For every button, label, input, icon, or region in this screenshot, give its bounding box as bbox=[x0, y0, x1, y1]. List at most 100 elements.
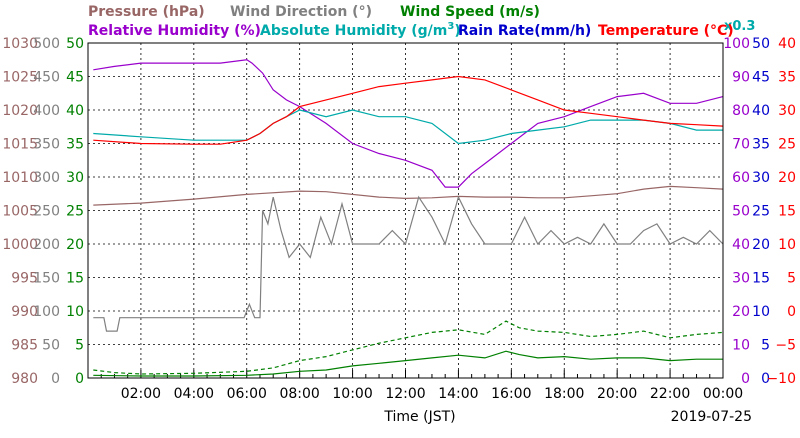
y-tick-label-rain: 50 bbox=[752, 36, 770, 52]
y-tick-label-wind_dir: 500 bbox=[33, 36, 60, 52]
y-tick-label-temp: 0 bbox=[787, 304, 796, 320]
x-tick-label: 16:00 bbox=[491, 386, 531, 402]
y-tick-label-pressure: 985 bbox=[11, 338, 38, 354]
y-tick-label-wind_dir: 100 bbox=[33, 304, 60, 320]
y-tick-label-rain: 30 bbox=[752, 170, 770, 186]
y-tick-label-pressure: 980 bbox=[11, 371, 38, 387]
y-tick-label-pressure: 1030 bbox=[2, 36, 38, 52]
y-tick-label-rain: 20 bbox=[752, 237, 770, 253]
y-tick-label-temp: 25 bbox=[778, 137, 796, 153]
y-tick-label-pressure: 1005 bbox=[2, 204, 38, 220]
y-tick-label-wind_speed: 25 bbox=[66, 204, 84, 220]
y-tick-label-temp: 5 bbox=[787, 271, 796, 287]
y-tick-label-pressure: 1015 bbox=[2, 137, 38, 153]
y-tick-label-temp: 20 bbox=[778, 170, 796, 186]
series-line-rh bbox=[93, 59, 724, 188]
x-tick-label: 00:00 bbox=[703, 386, 743, 402]
legend-ah: Absolute Humidity (g/m3) bbox=[260, 21, 461, 39]
y-tick-label-pressure: 1010 bbox=[2, 170, 38, 186]
x-tick-label: 06:00 bbox=[227, 386, 267, 402]
x-tick-label: 08:00 bbox=[279, 386, 319, 402]
y-tick-label-rh: 10 bbox=[732, 338, 750, 354]
y-tick-label-temp: 30 bbox=[778, 103, 796, 119]
series-line-wind_speed bbox=[93, 350, 723, 377]
series-line-wind_gust bbox=[93, 320, 724, 375]
y-tick-label-wind_dir: 450 bbox=[33, 70, 60, 86]
y-tick-label-wind_speed: 45 bbox=[66, 70, 84, 86]
y-tick-label-wind_speed: 40 bbox=[66, 103, 84, 119]
y-tick-label-pressure: 995 bbox=[11, 271, 38, 287]
y-tick-label-wind_dir: 300 bbox=[33, 170, 60, 186]
x-tick-label: 22:00 bbox=[650, 386, 690, 402]
y-tick-label-wind_dir: 400 bbox=[33, 103, 60, 119]
y-tick-label-rain: 10 bbox=[752, 304, 770, 320]
y-tick-label-rh: 60 bbox=[732, 170, 750, 186]
y-tick-label-rh: 70 bbox=[732, 137, 750, 153]
y-tick-label-rh: 50 bbox=[732, 204, 750, 220]
y-tick-label-wind_speed: 15 bbox=[66, 271, 84, 287]
y-tick-label-pressure: 1000 bbox=[2, 237, 38, 253]
x-tick-label: 04:00 bbox=[174, 386, 214, 402]
y-tick-label-rh: 40 bbox=[732, 237, 750, 253]
legend-rain: Rain Rate(mm/h) bbox=[458, 23, 591, 39]
legend: Pressure (hPa) Wind Direction (°) Wind Spe… bbox=[88, 4, 755, 39]
y-tick-label-pressure: 1025 bbox=[2, 70, 38, 86]
legend-pressure: Pressure (hPa) bbox=[88, 4, 205, 20]
y-tick-label-wind_dir: 50 bbox=[42, 338, 60, 354]
grid bbox=[87, 43, 724, 378]
y-tick-label-rh: 100 bbox=[723, 36, 750, 52]
y-tick-label-rh: 20 bbox=[732, 304, 750, 320]
x-tick-label: 14:00 bbox=[438, 386, 478, 402]
y-tick-label-rain: 45 bbox=[752, 70, 770, 86]
series-line-temp bbox=[93, 75, 724, 145]
y-tick-label-rain: 5 bbox=[761, 338, 770, 354]
y-tick-label-pressure: 1020 bbox=[2, 103, 38, 119]
x-tick-label: 02:00 bbox=[121, 386, 161, 402]
y-tick-label-temp: 35 bbox=[778, 70, 796, 86]
y-tick-label-temp: −10 bbox=[766, 371, 796, 387]
y-tick-label-rain: 35 bbox=[752, 137, 770, 153]
y-tick-label-temp: 15 bbox=[778, 204, 796, 220]
y-tick-label-rh: 30 bbox=[732, 271, 750, 287]
legend-note-ah: x0.3 bbox=[724, 19, 755, 34]
series-line-pressure bbox=[93, 185, 724, 206]
y-tick-label-wind_speed: 5 bbox=[75, 338, 84, 354]
y-tick-label-wind_speed: 0 bbox=[75, 371, 84, 387]
y-tick-label-rh: 80 bbox=[732, 103, 750, 119]
y-tick-label-rain: 15 bbox=[752, 271, 770, 287]
y-tick-label-wind_dir: 350 bbox=[33, 137, 60, 153]
legend-rh: Relative Humidity (%) bbox=[88, 23, 261, 39]
y-tick-label-temp: −5 bbox=[775, 338, 796, 354]
y-tick-label-wind_speed: 35 bbox=[66, 137, 84, 153]
series-line-wind_dir bbox=[93, 195, 724, 332]
y-tick-label-wind_dir: 200 bbox=[33, 237, 60, 253]
y-tick-label-temp: 40 bbox=[778, 36, 796, 52]
y-tick-label-wind_speed: 30 bbox=[66, 170, 84, 186]
x-tick-label: 10:00 bbox=[332, 386, 372, 402]
x-tick-label: 18:00 bbox=[544, 386, 584, 402]
date-label: 2019-07-25 bbox=[671, 409, 752, 425]
y-tick-label-rain: 0 bbox=[761, 371, 770, 387]
y-tick-label-rain: 40 bbox=[752, 103, 770, 119]
y-tick-label-wind_dir: 250 bbox=[33, 204, 60, 220]
legend-temp: Temperature (°C) bbox=[598, 23, 734, 39]
y-tick-label-wind_dir: 150 bbox=[33, 271, 60, 287]
x-axis-label: Time (JST) bbox=[383, 409, 455, 425]
series-layer bbox=[93, 59, 724, 377]
y-tick-label-pressure: 990 bbox=[11, 304, 38, 320]
legend-wind_speed: Wind Speed (m/s) bbox=[400, 4, 540, 20]
y-tick-label-wind_speed: 50 bbox=[66, 36, 84, 52]
y-tick-label-temp: 10 bbox=[778, 237, 796, 253]
x-tick-label: 20:00 bbox=[597, 386, 637, 402]
y-tick-label-wind_speed: 20 bbox=[66, 237, 84, 253]
y-tick-label-wind_speed: 10 bbox=[66, 304, 84, 320]
y-tick-label-rh: 90 bbox=[732, 70, 750, 86]
y-tick-label-rain: 25 bbox=[752, 204, 770, 220]
axis-labels: 1030102510201015101010051000995990985980… bbox=[2, 36, 796, 402]
legend-wind_dir: Wind Direction (°) bbox=[230, 4, 372, 20]
y-tick-label-rh: 0 bbox=[741, 371, 750, 387]
x-tick-label: 12:00 bbox=[385, 386, 425, 402]
y-tick-label-wind_dir: 0 bbox=[51, 371, 60, 387]
